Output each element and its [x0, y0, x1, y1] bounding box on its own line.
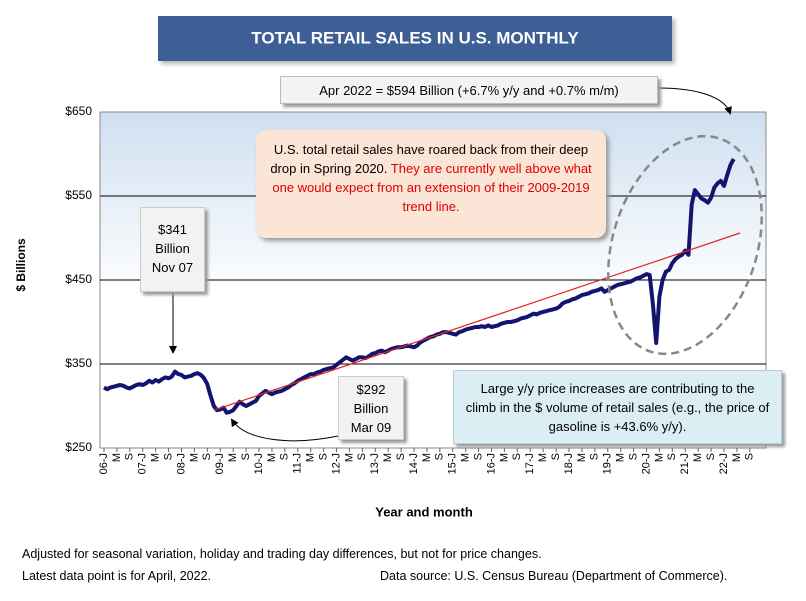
x-tick-label: 09-J	[214, 453, 226, 474]
x-tick-label: S	[589, 453, 601, 460]
series-line	[213, 232, 741, 411]
x-axis-label: Year and month	[375, 504, 473, 519]
y-axis-label: $ Billions	[14, 238, 28, 292]
note-text: U.S. total retail sales have roared back…	[270, 142, 589, 176]
x-tick-label: S	[240, 453, 252, 460]
x-tick-label: 15-J	[447, 453, 459, 474]
x-tick-label: M	[576, 453, 588, 462]
y-tick-label: $350	[65, 356, 92, 370]
x-tick-label: M	[188, 453, 200, 462]
callout-line: $341	[158, 222, 187, 237]
x-tick-label: S	[744, 453, 756, 460]
x-tick-label: M	[498, 453, 510, 462]
x-tick-label: 08-J	[175, 453, 187, 474]
x-tick-label: 22-J	[718, 453, 730, 474]
footnote: Data source: U.S. Census Bureau (Departm…	[380, 569, 728, 583]
x-tick-label: S	[550, 453, 562, 460]
series-line	[103, 158, 736, 415]
x-tick-label: 06-J	[98, 453, 110, 474]
x-tick-label: 21-J	[679, 453, 691, 474]
peak-callout: $341 Billion Nov 07	[140, 207, 205, 292]
x-tick-label: S	[162, 453, 174, 460]
title-box	[158, 16, 672, 61]
x-tick-label: M	[111, 453, 123, 462]
x-tick-label: 16-J	[485, 453, 497, 474]
x-tick-label: M	[653, 453, 665, 462]
x-tick-label: M	[305, 453, 317, 462]
x-tick-label: S	[511, 453, 523, 460]
x-tick-label: 11-J	[292, 453, 304, 474]
x-tick-label: 17-J	[524, 453, 536, 474]
x-tick-label: 20-J	[640, 453, 652, 474]
x-tick-label: M	[537, 453, 549, 462]
x-tick-label: S	[472, 453, 484, 460]
x-tick-label: M	[150, 453, 162, 462]
latest-callout: Apr 2022 = $594 Billion (+6.7% y/y and +…	[280, 76, 658, 104]
callout-line: Billion	[353, 401, 389, 416]
callout-line: Mar 09	[350, 420, 392, 435]
trough-callout: $292 Billion Mar 09	[338, 376, 404, 440]
x-tick-label: M	[266, 453, 278, 462]
x-tick-label: M	[227, 453, 239, 462]
x-tick-label: S	[434, 453, 446, 460]
x-tick-label: 10-J	[253, 453, 265, 474]
x-tick-label: 19-J	[602, 453, 614, 474]
price-note: Large y/y price increases are contributi…	[453, 370, 782, 444]
x-tick-label: S	[317, 453, 329, 460]
x-tick-label: S	[356, 453, 368, 460]
x-tick-label: S	[627, 453, 639, 460]
footnote: Latest data point is for April, 2022.	[22, 569, 212, 583]
x-tick-label: M	[460, 453, 472, 462]
note-highlight: They are currently well above what one w…	[272, 161, 592, 214]
y-tick-label: $550	[65, 188, 92, 202]
x-tick-label: M	[731, 453, 743, 462]
x-tick-label: S	[279, 453, 291, 460]
callout-line: $292	[356, 382, 386, 397]
x-tick-label: S	[705, 453, 717, 460]
highlight-ellipse	[607, 134, 763, 356]
footnote: Adjusted for seasonal variation, holiday…	[22, 547, 542, 561]
x-tick-label: S	[201, 453, 213, 460]
x-tick-label: S	[395, 453, 407, 460]
x-tick-label: M	[421, 453, 433, 462]
x-tick-label: S	[124, 453, 136, 460]
x-tick-label: 14-J	[408, 453, 420, 474]
trend-note: U.S. total retail sales have roared back…	[256, 130, 606, 238]
x-tick-label: M	[692, 453, 704, 462]
y-tick-label: $450	[65, 272, 92, 286]
x-tick-label: 07-J	[137, 453, 149, 474]
x-tick-label: 18-J	[563, 453, 575, 474]
arrow	[230, 418, 339, 442]
x-tick-label: M	[343, 453, 355, 462]
x-tick-label: S	[666, 453, 678, 460]
x-tick-label: M	[382, 453, 394, 462]
x-tick-label: 13-J	[369, 453, 381, 474]
callout-line: Billion	[155, 241, 190, 256]
x-tick-label: 12-J	[330, 453, 342, 474]
y-tick-label: $650	[65, 104, 92, 118]
chart-title: TOTAL RETAIL SALES IN U.S. MONTHLY	[251, 28, 579, 47]
callout-line: Nov 07	[151, 260, 194, 275]
arrow	[657, 87, 732, 115]
y-tick-label: $250	[65, 440, 92, 454]
x-tick-label: M	[615, 453, 627, 462]
